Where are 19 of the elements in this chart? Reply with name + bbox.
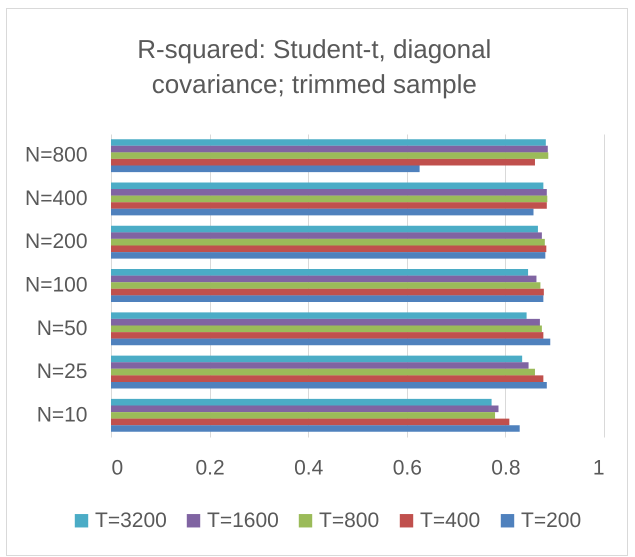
legend-label: T=3200: [95, 508, 167, 532]
legend-label: T=200: [521, 508, 582, 532]
x-tick-label: 0.6: [392, 456, 422, 480]
legend-label: T=800: [319, 508, 380, 532]
x-tick-label: 0.4: [294, 456, 324, 480]
legend-label: T=1600: [207, 508, 279, 532]
y-tick-label: N=200: [25, 230, 88, 254]
x-tick-label: 0.8: [491, 456, 520, 480]
y-tick-label: N=25: [36, 360, 88, 384]
chart-title: R-squared: Student-t, diagonal covariance; trimmed sample: [137, 34, 492, 99]
x-tick-label: 0.2: [196, 456, 225, 480]
y-tick-label: N=100: [25, 274, 88, 296]
y-tick-label: N=50: [36, 316, 88, 340]
legend-label: T=400: [420, 508, 480, 532]
x-tick-label: 1: [592, 456, 604, 480]
y-tick-label: N=800: [25, 144, 88, 167]
y-tick-label: N=10: [36, 403, 88, 426]
y-tick-label: N=400: [25, 186, 88, 210]
x-tick-label: 0: [112, 456, 124, 480]
